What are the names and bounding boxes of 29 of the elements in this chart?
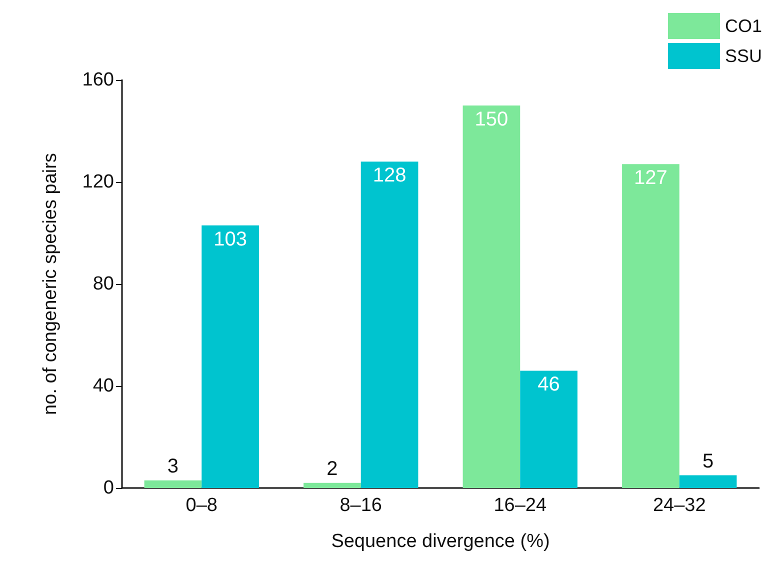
data-label: 103 (214, 228, 247, 250)
bar (202, 225, 259, 488)
y-axis-title: no. of congeneric species pairs (40, 153, 61, 415)
data-label: 128 (372, 164, 406, 187)
data-label: 5 (702, 450, 714, 472)
data-label: 3 (167, 455, 179, 478)
data-label: 46 (538, 374, 560, 396)
x-tick-label: 16–24 (494, 495, 547, 516)
data-label: 2 (326, 458, 338, 480)
x-tick-label: 8–16 (340, 495, 382, 516)
data-label: 150 (474, 108, 508, 130)
y-tick-label: 160 (82, 70, 114, 90)
legend-label: SSU (724, 46, 762, 66)
y-tick-label: 120 (82, 172, 114, 192)
y-tick-label: 80 (92, 274, 114, 294)
bar (462, 106, 520, 488)
x-axis-title: Sequence divergence (%) (331, 531, 550, 552)
x-tick-label: 0–8 (186, 495, 218, 516)
data-label: 127 (634, 167, 668, 190)
legend-label: CO1 (724, 16, 762, 36)
bar (144, 480, 202, 488)
bar (622, 164, 680, 488)
bar (520, 370, 578, 488)
x-tick-label: 24–32 (652, 495, 706, 516)
bar (360, 162, 418, 488)
bar (679, 475, 737, 488)
y-tick-label: 40 (92, 376, 114, 396)
bar (304, 482, 361, 488)
y-tick-label: 0 (103, 478, 114, 498)
